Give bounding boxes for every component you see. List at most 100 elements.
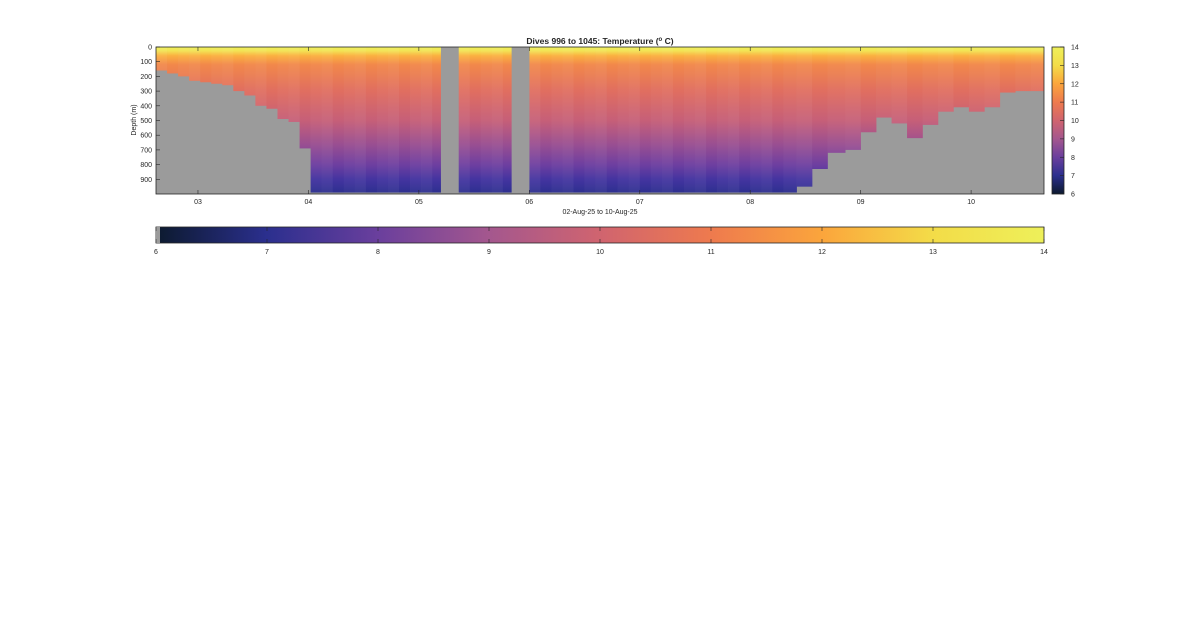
profile-column	[178, 47, 190, 77]
profile-column-shade	[618, 47, 629, 193]
vertical-colorbar-tick-label: 14	[1071, 45, 1079, 52]
profile-column	[1030, 47, 1044, 92]
profile-column	[772, 47, 784, 193]
profile-column	[968, 47, 985, 112]
profile-column	[573, 47, 585, 193]
profile-column	[266, 47, 278, 109]
x-tick-label: 05	[415, 199, 423, 206]
profile-column-shade	[684, 47, 695, 193]
profile-column	[398, 47, 411, 193]
profile-column	[999, 47, 1016, 93]
y-tick-label: 800	[140, 162, 152, 169]
x-tick-label: 03	[194, 199, 202, 206]
profile-column-shade	[876, 47, 892, 118]
profile-column	[189, 47, 201, 81]
profile-column-shade	[828, 47, 846, 153]
x-tick-label: 10	[967, 199, 975, 206]
profile-column-shade	[761, 47, 773, 193]
profile-column-shade	[651, 47, 662, 193]
profile-column	[365, 47, 378, 193]
profile-column	[562, 47, 574, 193]
profile-column	[739, 47, 751, 193]
profile-column	[860, 47, 877, 133]
profile-column-shade	[211, 47, 222, 84]
horizontal-colorbar-tick-label: 14	[1040, 249, 1048, 256]
profile-column-shade	[410, 47, 421, 193]
x-tick-label: 06	[525, 199, 533, 206]
profile-column-shade	[1015, 47, 1031, 91]
horizontal-colorbar-tick-label: 9	[487, 249, 491, 256]
profile-column-shade	[891, 47, 908, 124]
profile-column	[540, 47, 552, 193]
profile-column-shade	[694, 47, 707, 193]
profile-column-shade	[937, 47, 954, 112]
profile-column	[211, 47, 223, 84]
profile-column-shade	[156, 47, 168, 71]
profile-column	[953, 47, 970, 108]
profile-column-shade	[255, 47, 267, 106]
vertical-colorbar-tick-label: 12	[1071, 81, 1079, 88]
x-axis: 03 04 05 06 07 08 09 10	[194, 47, 975, 206]
vertical-colorbar-tick-label: 11	[1071, 100, 1078, 107]
profile-column	[387, 47, 400, 193]
profile-column-shade	[344, 47, 355, 193]
profile-column	[432, 47, 442, 193]
data-gap	[440, 47, 459, 194]
profile-column	[321, 47, 334, 193]
y-tick-label: 400	[140, 103, 152, 110]
profile-column	[343, 47, 356, 193]
profile-column	[876, 47, 892, 118]
profile-column	[827, 47, 846, 153]
profile-column-shade	[222, 47, 234, 86]
profile-column	[167, 47, 179, 74]
profile-column-shade	[969, 47, 985, 112]
profile-column-shade	[750, 47, 761, 193]
profile-columns	[156, 47, 1044, 194]
profile-column-shade	[377, 47, 388, 193]
profile-column-shade	[728, 47, 740, 193]
profile-column	[683, 47, 696, 193]
horizontal-colorbar-tick-label: 13	[929, 249, 937, 256]
y-axis-label: Depth (m)	[131, 104, 138, 135]
profile-column	[728, 47, 740, 193]
profile-column	[480, 47, 493, 193]
profile-column-shade	[491, 47, 504, 193]
x-axis-label: 02-Aug-25 to 10-Aug-25	[562, 209, 637, 216]
profile-column-shade	[661, 47, 674, 193]
profile-column-shade	[984, 47, 1001, 108]
profile-column-shade	[628, 47, 641, 193]
profile-column	[694, 47, 707, 193]
data-gap	[511, 47, 530, 194]
y-axis: 0 100 200 300 400 500 600 700 800 900	[140, 45, 160, 184]
vertical-colorbar-tick-label: 6	[1071, 192, 1075, 199]
profile-column	[244, 47, 256, 96]
profile-column-shade	[562, 47, 574, 193]
profile-column	[584, 47, 596, 193]
horizontal-colorbar: 6 7 8 9 10 11 12 13 14	[154, 226, 1048, 256]
profile-column	[595, 47, 607, 193]
profile-column	[354, 47, 367, 193]
profile-column-shade	[783, 47, 797, 193]
vertical-colorbar-tick-label: 10	[1071, 118, 1079, 125]
horizontal-colorbar-tick-label: 8	[376, 249, 380, 256]
profile-column	[233, 47, 245, 92]
profile-column-shade	[189, 47, 201, 81]
profile-column	[299, 47, 311, 149]
profile-column	[502, 47, 512, 193]
profile-column	[156, 47, 168, 71]
profile-column-shade	[277, 47, 288, 119]
profile-column	[458, 47, 470, 193]
y-tick-label: 900	[140, 177, 152, 184]
heatmap-plot-area	[156, 47, 1044, 194]
profile-column-shade	[923, 47, 939, 125]
profile-column	[937, 47, 954, 112]
profile-column	[491, 47, 504, 193]
vertical-colorbar-tick-label: 7	[1071, 173, 1075, 180]
horizontal-colorbar-tick-label: 6	[154, 249, 158, 256]
profile-column	[845, 47, 861, 150]
profile-column	[617, 47, 630, 193]
profile-column	[288, 47, 300, 122]
profile-column	[717, 47, 729, 193]
profile-column-shade	[311, 47, 322, 193]
